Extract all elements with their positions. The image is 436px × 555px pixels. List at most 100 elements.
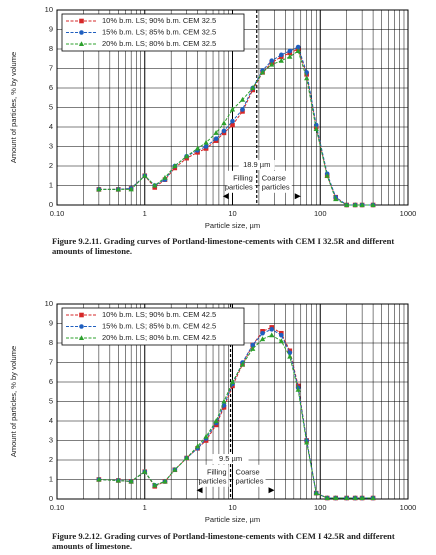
data-point [194,145,201,151]
y-tick-label: 8 [49,44,53,53]
data-point [344,202,350,207]
y-axis-title: Amount of particles, % by volume [9,52,18,163]
right-note: Coarse particles [262,174,290,192]
legend-marker [78,41,85,46]
y-tick-label: 5 [49,102,53,111]
chart: 0 1 2 3 4 5 6 7 8 9 10 0.10 1 10 100 1000 Particle size,… [9,299,417,524]
data-point [333,196,339,202]
legend-label: 20% b.m. LS; 80% b.m. CEM 42.5 [102,333,216,342]
data-point [279,52,284,58]
legend-label: 20% b.m. LS; 80% b.m. CEM 32.5 [102,39,216,48]
y-tick-label: 1 [49,474,53,483]
data-point [221,403,227,408]
data-point [221,120,227,126]
right-arrow [294,193,301,200]
legend-label: 15% b.m. LS; 85% b.m. CEM 32.5 [102,27,216,36]
data-point [250,346,256,351]
x-tick-label: 1000 [400,503,417,512]
legend-marker [78,335,85,340]
y-tick-label: 1 [49,180,53,189]
data-point [295,44,301,50]
data-point [162,174,168,180]
data-point [172,466,178,472]
data-point [240,107,245,112]
data-point [239,96,246,102]
data-point [279,332,284,338]
data-point [152,182,158,188]
data-point [230,118,235,124]
data-point [115,477,121,483]
threshold-label: 18.9 µm [243,160,270,169]
data-point [172,163,178,168]
right-arrow [268,487,275,494]
x-tick-label: 1000 [400,209,417,218]
data-point [287,48,293,54]
data-point [239,361,246,367]
data-point [213,418,219,423]
data-point [259,69,266,75]
y-tick-label: 9 [49,24,53,33]
x-tick-label: 1 [143,209,147,218]
legend-marker [79,312,84,318]
data-point [287,54,293,59]
data-point [128,478,134,484]
data-point [203,433,209,439]
series-line [98,48,374,206]
y-tick-label: 0 [49,494,53,503]
legend-marker [79,324,84,329]
data-point [287,350,293,356]
note-box [200,464,229,487]
left-arrow [222,193,229,200]
data-point [184,153,190,159]
data-point [278,338,284,344]
y-tick-label: 3 [49,141,53,150]
data-point [304,75,310,81]
data-point [96,186,102,192]
legend: 10% b.m. LS; 90% b.m. CEM 42.5 15% b.m. L… [61,307,245,346]
data-point [203,139,209,145]
note-box [233,464,266,487]
data-point [128,186,134,192]
y-tick-label: 7 [49,63,53,72]
data-point [269,58,275,63]
legend-marker [79,18,84,24]
x-tick-label: 100 [314,209,327,218]
y-tick-label: 5 [49,396,53,405]
legend: 10% b.m. LS; 90% b.m. CEM 32.5 15% b.m. L… [61,13,245,52]
data-point [278,57,284,63]
legend-label: 15% b.m. LS; 85% b.m. CEM 42.5 [102,321,216,330]
chart: 0 1 2 3 4 5 6 7 8 9 10 0.10 1 10 100 1000 Particle size,… [9,5,417,230]
data-point [352,495,358,501]
x-tick-label: 0.10 [50,209,65,218]
threshold-label-box [212,454,249,465]
data-point [142,468,148,474]
y-axis-title: Amount of particles, % by volume [9,346,18,457]
y-tick-label: 3 [49,435,53,444]
legend-label: 10% b.m. LS; 90% b.m. CEM 32.5 [102,16,216,25]
data-point [359,495,365,501]
y-tick-label: 10 [45,299,53,308]
data-point [352,202,358,207]
data-point [162,478,168,484]
y-tick-label: 2 [49,455,53,464]
plot-frame [56,9,409,206]
y-tick-label: 10 [45,5,53,14]
x-axis-title: Particle size, µm [205,515,260,524]
data-point [152,482,158,488]
legend-box [61,307,245,346]
data-point [344,495,350,501]
data-point [194,443,201,449]
data-point [313,490,319,496]
y-tick-label: 0 [49,200,53,209]
left-note: Filling particles [225,174,253,192]
x-tick-label: 1 [143,503,147,512]
left-note: Filling particles [199,468,227,486]
x-tick-label: 10 [228,503,236,512]
data-point [250,342,256,348]
data-point [295,387,301,392]
y-tick-label: 4 [49,122,53,131]
threshold-label-box [238,160,275,171]
data-point [142,172,148,178]
y-tick-label: 7 [49,357,53,366]
x-axis-title: Particle size, µm [205,221,260,230]
